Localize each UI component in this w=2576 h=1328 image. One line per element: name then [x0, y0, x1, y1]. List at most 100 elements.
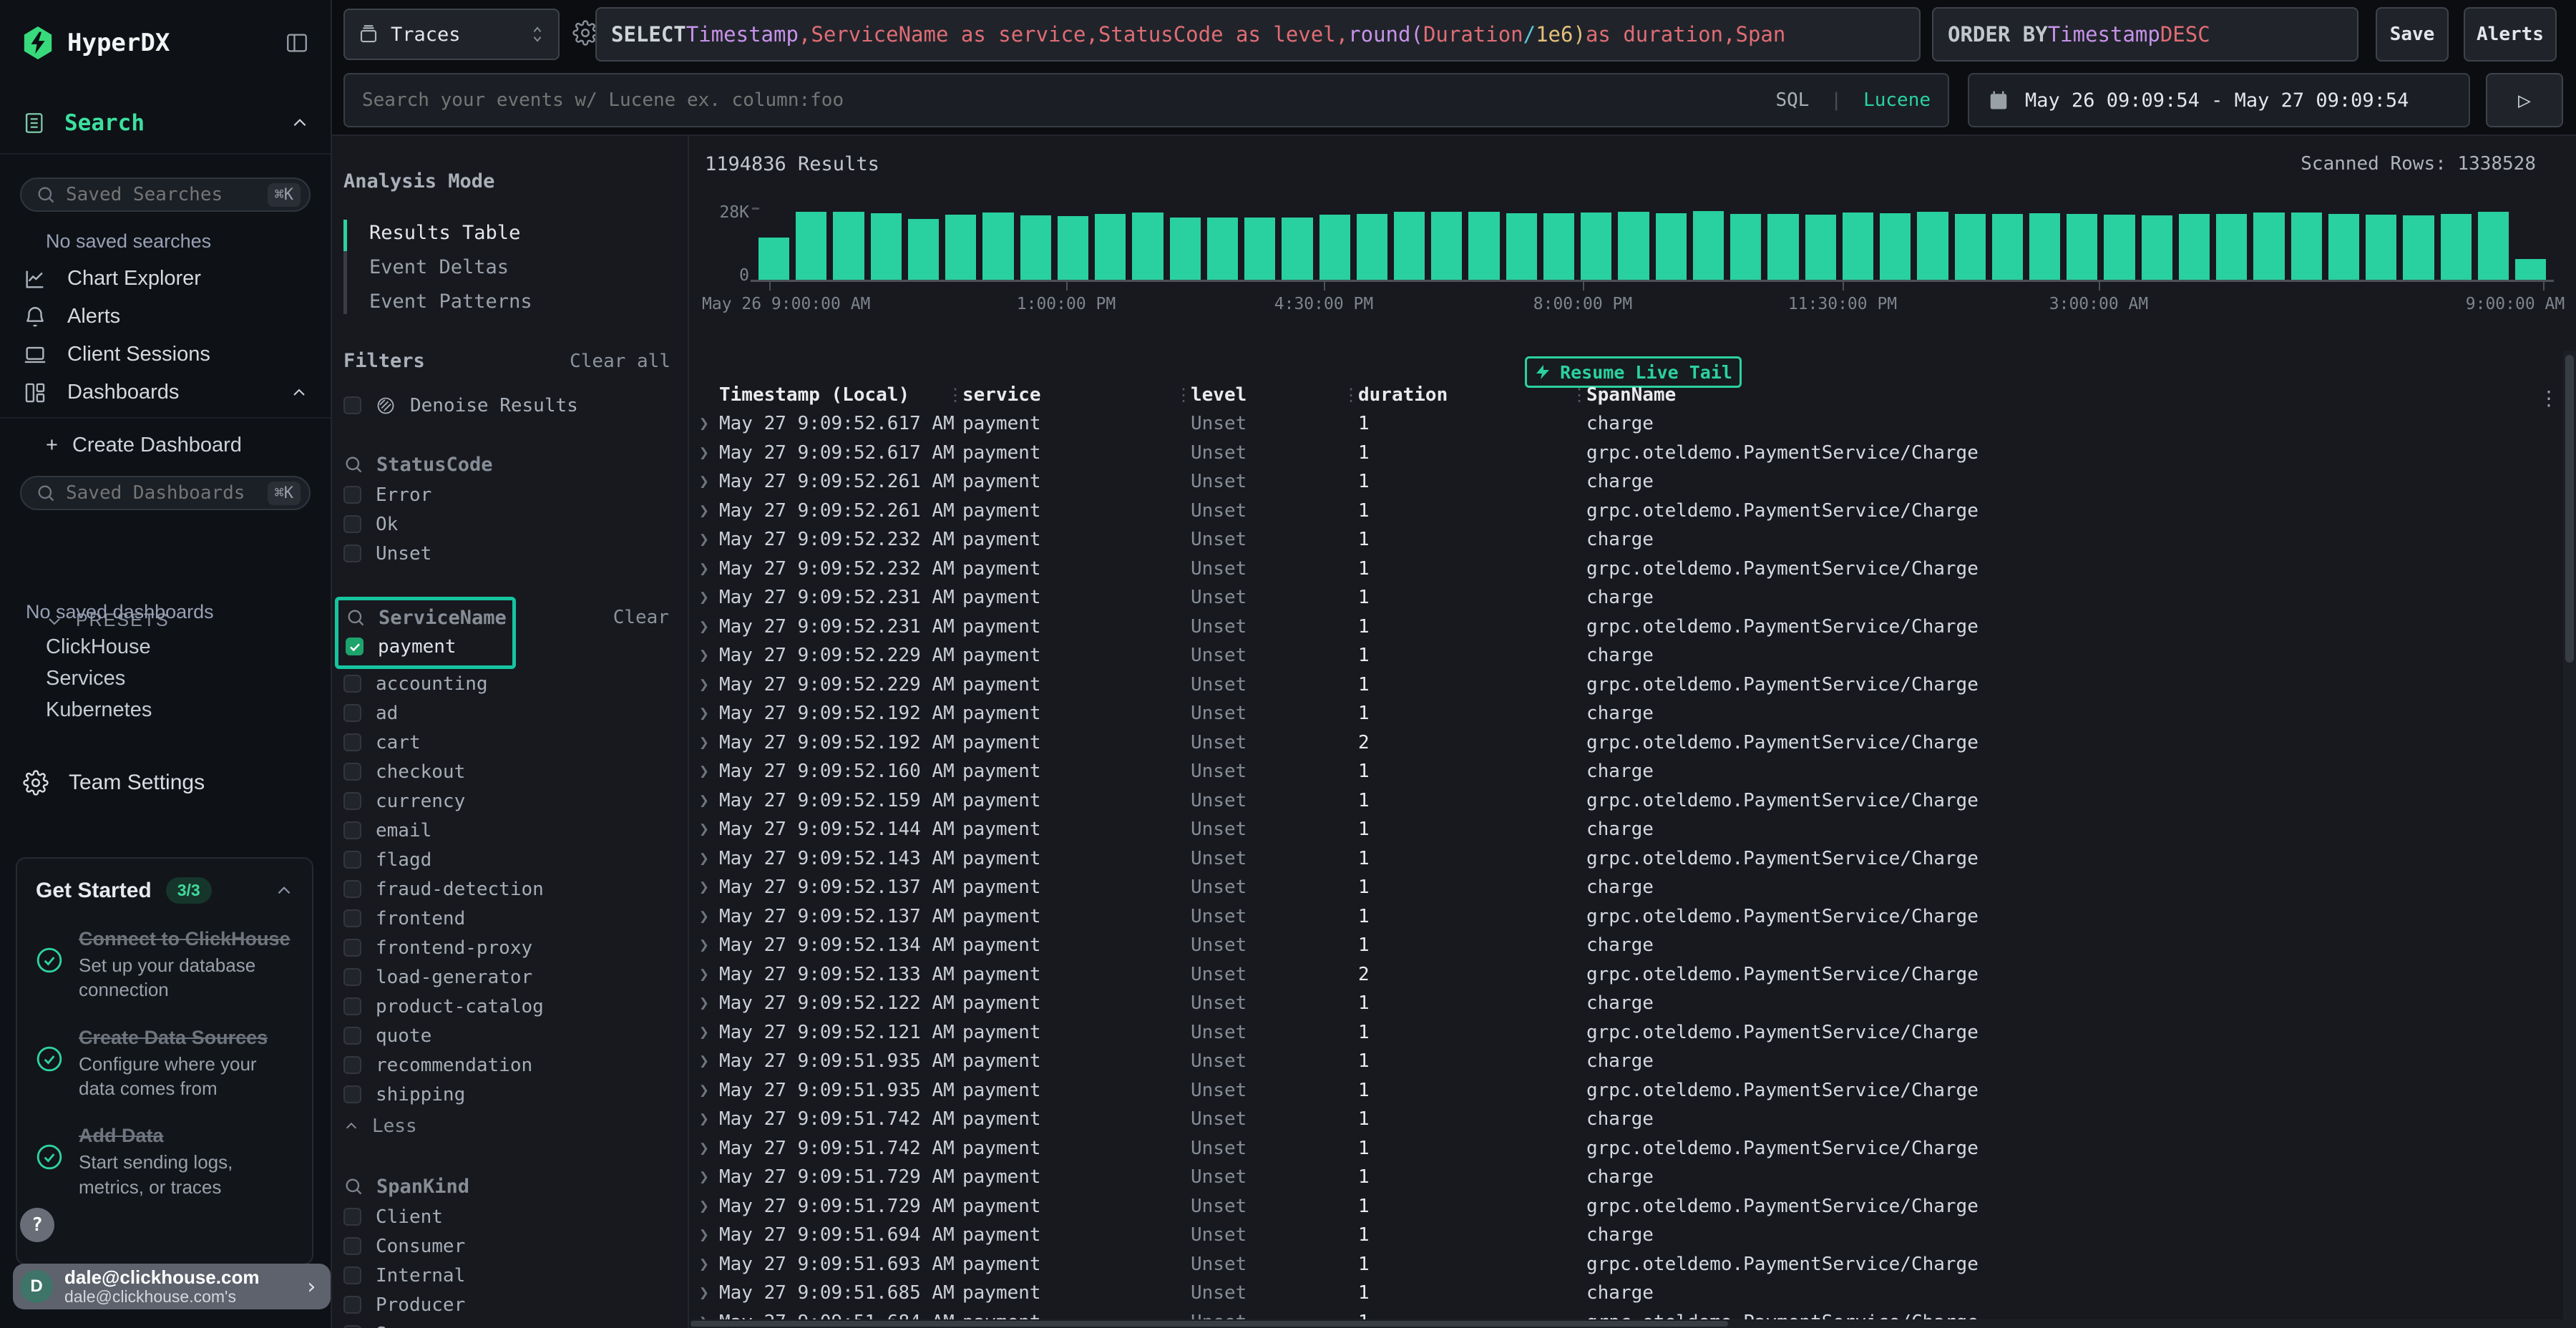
checkbox[interactable]	[343, 880, 361, 898]
histogram-bar[interactable]	[1618, 212, 1649, 280]
sidebar-item-alerts[interactable]: Alerts	[20, 298, 311, 336]
filter-option-ad[interactable]: ad	[343, 698, 673, 728]
row-expand-chevron-icon[interactable]: ❯	[699, 1254, 709, 1274]
table-row[interactable]: ❯ May 27 9:09:52.122 AM payment Unset 1 charg…	[691, 989, 2576, 1018]
filter-option-checkout[interactable]: checkout	[343, 757, 673, 786]
results-histogram[interactable]: 28K 0 May 26 9:00:00 AM 1:00:00 PM 4:30:00…	[691, 136, 2576, 313]
row-expand-chevron-icon[interactable]: ❯	[699, 617, 709, 636]
vertical-scrollbar[interactable]	[2563, 351, 2576, 1328]
clear-all-filters-link[interactable]: Clear all	[570, 350, 670, 372]
histogram-bar[interactable]	[2440, 213, 2472, 280]
get-started-item[interactable]: Create Data Sources Configure where your …	[36, 1027, 293, 1101]
row-expand-chevron-icon[interactable]: ❯	[699, 1196, 709, 1216]
filter-option-unset[interactable]: Unset	[343, 539, 673, 568]
histogram-bar[interactable]	[1020, 215, 1051, 280]
row-expand-chevron-icon[interactable]: ❯	[699, 936, 709, 955]
row-expand-chevron-icon[interactable]: ❯	[699, 1080, 709, 1100]
checkbox[interactable]	[343, 968, 361, 986]
saved-searches-input[interactable]: ⌘K	[20, 177, 311, 212]
histogram-bar[interactable]	[833, 212, 864, 280]
checkbox[interactable]	[343, 763, 361, 781]
filter-option-server[interactable]: Server	[343, 1319, 673, 1328]
table-row[interactable]: ❯ May 27 9:09:52.617 AM payment Unset 1 charg…	[691, 409, 2576, 439]
show-less-toggle[interactable]: Less	[343, 1110, 673, 1142]
source-settings-gear-icon[interactable]	[572, 20, 598, 46]
filter-option-quote[interactable]: quote	[343, 1021, 673, 1050]
filter-option-cart[interactable]: cart	[343, 728, 673, 757]
table-row[interactable]: ❯ May 27 9:09:52.137 AM payment Unset 1 charg…	[691, 873, 2576, 902]
clear-filter-link[interactable]: Clear	[613, 607, 669, 628]
checkbox[interactable]	[343, 1296, 361, 1314]
create-dashboard-button[interactable]: + Create Dashboard	[46, 424, 311, 466]
checkbox[interactable]	[343, 675, 361, 693]
row-expand-chevron-icon[interactable]: ❯	[699, 791, 709, 810]
checkbox[interactable]	[343, 851, 361, 869]
row-expand-chevron-icon[interactable]: ❯	[699, 1313, 719, 1319]
run-query-button[interactable]: ▷	[2486, 73, 2563, 127]
row-expand-chevron-icon[interactable]: ❯	[699, 414, 709, 434]
histogram-bar[interactable]	[1282, 218, 1313, 280]
row-expand-chevron-icon[interactable]: ❯	[699, 733, 709, 752]
filter-option-consumer[interactable]: Consumer	[343, 1231, 673, 1261]
checkbox-checked[interactable]	[346, 638, 364, 655]
histogram-bar[interactable]	[2403, 215, 2434, 280]
filter-option-error[interactable]: Error	[343, 480, 673, 509]
checkbox[interactable]	[343, 792, 361, 810]
checkbox[interactable]	[343, 1237, 361, 1255]
histogram-bar[interactable]	[758, 238, 790, 280]
table-row[interactable]: ❯ May 27 9:09:52.121 AM payment Unset 1 grpc.…	[691, 1018, 2576, 1048]
table-row[interactable]: ❯ May 27 9:09:52.261 AM payment Unset 1 grpc.…	[691, 497, 2576, 526]
column-header-spanname[interactable]: ⋮ SpanName	[1571, 384, 2576, 406]
row-expand-chevron-icon[interactable]: ❯	[699, 1052, 709, 1071]
resume-live-tail-button[interactable]: Resume Live Tail	[1525, 356, 1742, 388]
checkbox[interactable]	[343, 821, 361, 839]
row-expand-chevron-icon[interactable]: ❯	[699, 965, 709, 984]
row-expand-chevron-icon[interactable]: ❯	[699, 820, 709, 839]
histogram-bar[interactable]	[1244, 217, 1276, 280]
table-row[interactable]: ❯ May 27 9:09:52.617 AM payment Unset 1 grpc.…	[691, 439, 2576, 468]
column-drag-handle-icon[interactable]: ⋮	[1175, 385, 1192, 405]
histogram-bar[interactable]	[907, 218, 940, 280]
table-row[interactable]: ❯ May 27 9:09:52.231 AM payment Unset 1 grpc.…	[691, 612, 2576, 642]
table-row[interactable]: ❯ May 27 9:09:51.685 AM payment Unset 1 charg…	[691, 1279, 2576, 1308]
row-expand-chevron-icon[interactable]: ❯	[699, 472, 709, 492]
histogram-bar[interactable]	[1543, 213, 1575, 280]
histogram-bar[interactable]	[2067, 214, 2098, 280]
table-row[interactable]: ❯ May 27 9:09:52.192 AM payment Unset 1 charg…	[691, 699, 2576, 728]
preset-kubernetes[interactable]: Kubernetes	[46, 698, 152, 721]
lang-toggle-sql[interactable]: SQL	[1775, 89, 1810, 111]
filter-option-shipping[interactable]: shipping	[343, 1080, 673, 1109]
table-row[interactable]: ❯ May 27 9:09:52.143 AM payment Unset 1 grpc.…	[691, 844, 2576, 874]
sidebar-item-client-sessions[interactable]: Client Sessions	[20, 336, 311, 374]
table-row[interactable]: ❯ May 27 9:09:51.935 AM payment Unset 1 charg…	[691, 1047, 2576, 1076]
table-row[interactable]: ❯ May 27 9:09:52.144 AM payment Unset 1 charg…	[691, 815, 2576, 844]
histogram-bar[interactable]	[870, 213, 902, 280]
filter-option-internal[interactable]: Internal	[343, 1261, 673, 1290]
histogram-bar[interactable]	[1169, 218, 1201, 280]
table-row[interactable]: ❯ May 27 9:09:51.742 AM payment Unset 1 charg…	[691, 1105, 2576, 1134]
column-drag-handle-icon[interactable]: ⋮	[947, 385, 964, 405]
histogram-bar[interactable]	[2029, 213, 2061, 280]
table-row[interactable]: ❯ May 27 9:09:52.134 AM payment Unset 1 charg…	[691, 931, 2576, 960]
histogram-bar[interactable]	[1991, 213, 2023, 280]
row-expand-chevron-icon[interactable]: ❯	[699, 646, 709, 665]
checkbox[interactable]	[343, 909, 361, 927]
column-options-kebab-icon[interactable]: ⋮	[2539, 386, 2559, 410]
filter-option-flagd[interactable]: flagd	[343, 845, 673, 874]
row-expand-chevron-icon[interactable]: ❯	[699, 530, 709, 550]
column-drag-handle-icon[interactable]: ⋮	[1571, 385, 1588, 405]
row-expand-chevron-icon[interactable]: ❯	[699, 588, 709, 607]
row-expand-chevron-icon[interactable]: ❯	[699, 1226, 709, 1245]
sidebar-item-dashboards[interactable]: Dashboards	[20, 374, 311, 411]
filter-option-client[interactable]: Client	[343, 1202, 673, 1231]
user-menu[interactable]: D dale@clickhouse.com dale@clickhouse.co…	[13, 1264, 331, 1309]
table-row[interactable]: ❯ May 27 9:09:52.192 AM payment Unset 2 grpc.…	[691, 728, 2576, 758]
histogram-bar[interactable]	[1356, 214, 1387, 280]
search-input[interactable]	[362, 89, 1762, 111]
save-button[interactable]: Save	[2376, 7, 2449, 62]
checkbox[interactable]	[343, 704, 361, 722]
get-started-item[interactable]: Connect to ClickHouse Set up your databas…	[36, 928, 293, 1002]
histogram-bar[interactable]	[2290, 213, 2322, 280]
get-started-item[interactable]: Add Data Start sending logs, metrics, or …	[36, 1125, 293, 1199]
checkbox[interactable]	[343, 1325, 361, 1328]
